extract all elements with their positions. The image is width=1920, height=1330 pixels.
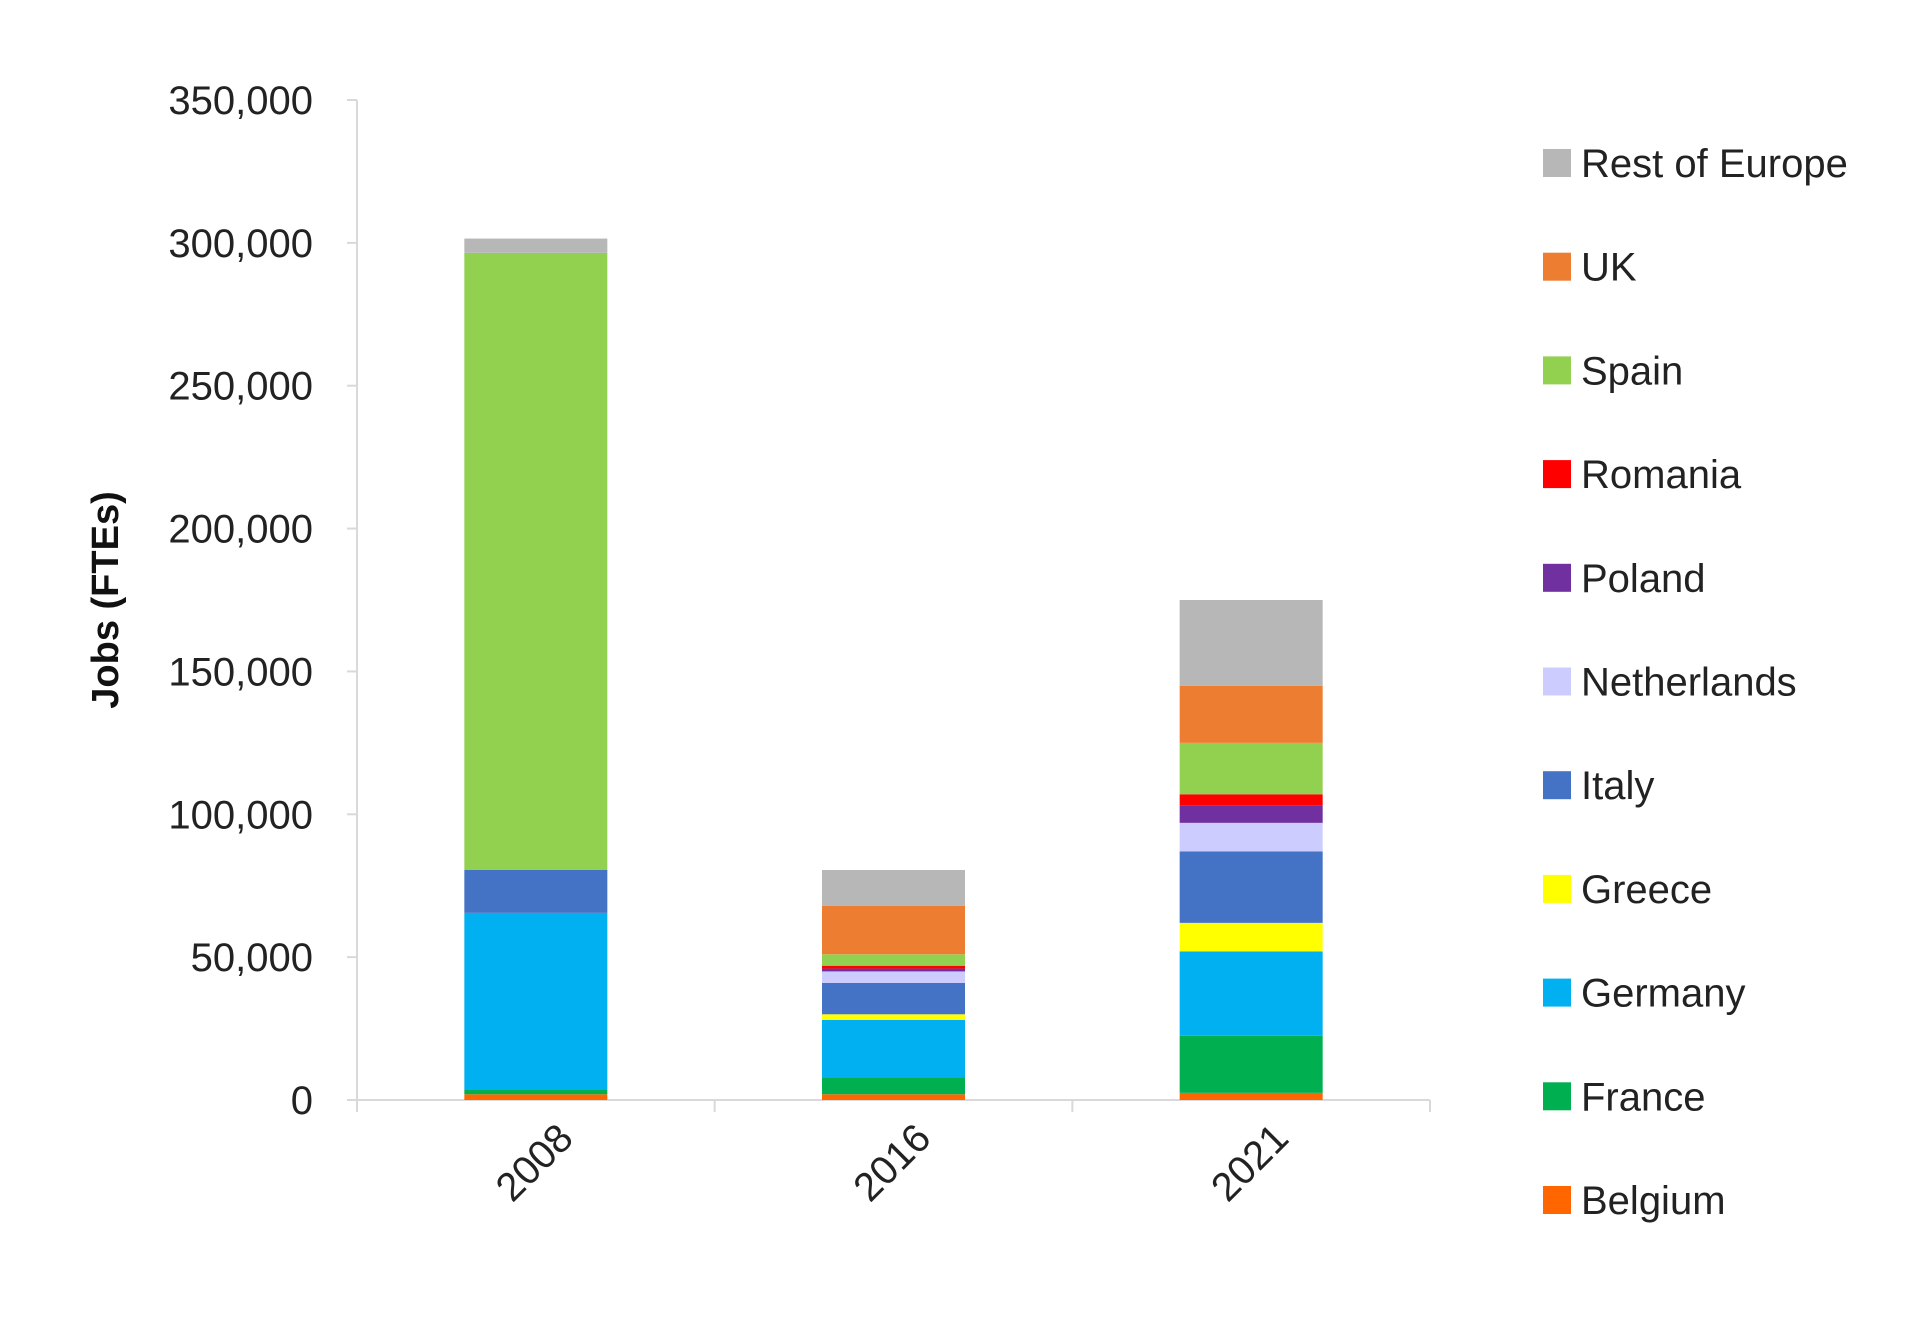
- bar-segment: [822, 968, 965, 972]
- bar-segment: [822, 1020, 965, 1078]
- legend-swatch: [1543, 978, 1571, 1007]
- legend-swatch: [1543, 771, 1571, 800]
- bar-segment: [1179, 685, 1323, 743]
- bar-segment: [822, 982, 965, 1015]
- legend-label: Poland: [1581, 557, 1706, 601]
- bar-segment: [822, 870, 965, 906]
- legend-swatch: [1543, 1186, 1571, 1214]
- bar-segment: [1179, 922, 1323, 952]
- legend-label: Belgium: [1581, 1179, 1726, 1223]
- legend-swatch: [1543, 149, 1571, 177]
- legend-label: UK: [1581, 246, 1637, 290]
- legend-label: Rest of Europe: [1581, 142, 1848, 186]
- x-axis-ticks: 2008 2016 2021: [356, 1100, 1431, 1210]
- bar-segment: [1179, 951, 1323, 1036]
- y-axis-title: Jobs (FTEs): [85, 491, 127, 708]
- bar-segment: [1179, 794, 1323, 806]
- legend: Rest of Europe UK Spain Romania Poland Nether…: [1543, 142, 1848, 1223]
- bar-segment: [464, 1094, 608, 1100]
- bar-segment: [1179, 1035, 1323, 1093]
- bar-segment: [1179, 1092, 1323, 1100]
- legend-label: Spain: [1581, 349, 1683, 393]
- legend-label: Germany: [1581, 972, 1746, 1016]
- y-tick-label: 100,000: [168, 793, 313, 837]
- x-tick-label: 2021: [1203, 1116, 1297, 1210]
- bar-segment: [1179, 742, 1323, 795]
- x-tick-label: 2016: [845, 1116, 939, 1210]
- y-tick-label: 250,000: [168, 365, 313, 409]
- bar-segment: [464, 870, 608, 913]
- legend-swatch: [1543, 460, 1571, 489]
- bar-segment: [822, 1094, 965, 1100]
- x-tick-label: 2008: [488, 1116, 582, 1210]
- legend-swatch: [1543, 252, 1571, 281]
- legend-label: Greece: [1581, 868, 1712, 912]
- y-axis-ticks: 0 50,000 100,000 150,000 200,000 250,000 300,0…: [168, 79, 357, 1123]
- y-tick-label: 0: [291, 1079, 313, 1123]
- legend-label: France: [1581, 1075, 1706, 1119]
- legend-label: Romania: [1581, 453, 1742, 497]
- bar-segment: [464, 252, 608, 870]
- bar-segment: [1179, 805, 1323, 823]
- y-tick-label: 150,000: [168, 650, 313, 694]
- bar-segment: [464, 238, 608, 253]
- bar-segment: [822, 954, 965, 966]
- bar-segment: [822, 971, 965, 983]
- bar-segment: [1179, 822, 1323, 852]
- bar-segment: [822, 1014, 965, 1020]
- bar-segment: [464, 1090, 608, 1095]
- legend-swatch: [1543, 356, 1571, 385]
- y-tick-label: 50,000: [191, 936, 313, 980]
- y-tick-label: 300,000: [168, 222, 313, 266]
- bar-segment: [822, 965, 965, 969]
- legend-swatch: [1543, 667, 1571, 696]
- bar-segment: [1179, 851, 1323, 923]
- y-tick-label: 350,000: [168, 79, 313, 123]
- legend-swatch: [1543, 563, 1571, 592]
- y-tick-label: 200,000: [168, 508, 313, 552]
- bars-group: [464, 238, 1323, 1100]
- legend-swatch: [1543, 874, 1571, 903]
- bar-segment: [822, 905, 965, 955]
- bar-segment: [822, 1077, 965, 1095]
- legend-label: Italy: [1581, 764, 1654, 808]
- bar-segment: [1179, 600, 1323, 686]
- bar-segment: [464, 912, 608, 1090]
- legend-label: Netherlands: [1581, 661, 1797, 705]
- legend-swatch: [1543, 1082, 1571, 1111]
